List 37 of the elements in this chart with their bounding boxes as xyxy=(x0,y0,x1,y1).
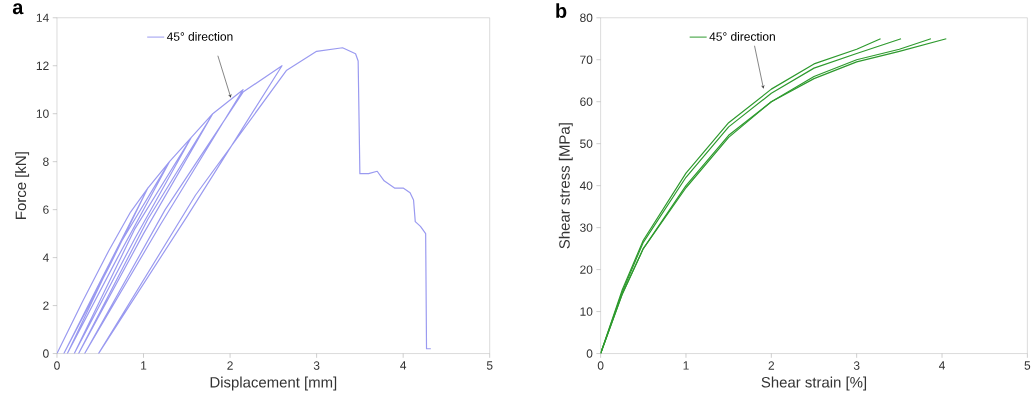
y-tick-label: 6 xyxy=(43,205,49,215)
y-tick-label: 40 xyxy=(579,181,593,191)
x-tick-label: 2 xyxy=(768,361,775,370)
y-tick-label: 80 xyxy=(580,13,593,23)
y-tick-label: 10 xyxy=(580,307,593,317)
y-axis-title: Shear stress [MPa] xyxy=(558,123,573,249)
y-tick-label: 50 xyxy=(580,139,593,149)
y-tick-label: 4 xyxy=(42,253,49,262)
legend-label: 45° direction xyxy=(166,32,233,42)
x-tick-label: 3 xyxy=(853,361,860,371)
x-tick-label: 0 xyxy=(54,361,60,371)
x-axis-title: Displacement [mm] xyxy=(210,376,337,391)
y-tick-label: 70 xyxy=(580,55,593,65)
y-tick-label: 12 xyxy=(36,61,49,71)
y-tick-label: 2 xyxy=(43,301,49,310)
x-tick-label: 1 xyxy=(141,361,147,370)
x-axis-title: Shear strain [%] xyxy=(761,376,867,391)
y-axis-title: Force [kN] xyxy=(15,152,30,220)
chart-title: a xyxy=(12,3,24,15)
x-tick-label: 5 xyxy=(1024,361,1031,370)
x-tick-label: 4 xyxy=(400,361,407,370)
y-tick-label: 10 xyxy=(36,109,49,119)
x-tick-label: 2 xyxy=(227,361,233,370)
x-tick-label: 5 xyxy=(486,361,493,370)
y-tick-label: 14 xyxy=(36,13,49,23)
y-tick-label: 20 xyxy=(580,265,593,275)
chart-title: b xyxy=(556,3,567,19)
x-tick-label: 1 xyxy=(683,361,689,370)
legend-label: 45° direction xyxy=(709,32,775,42)
x-tick-label: 0 xyxy=(597,361,604,371)
y-tick-label: 30 xyxy=(580,223,593,233)
y-tick-label: 0 xyxy=(43,349,49,359)
y-tick-label: 60 xyxy=(580,97,593,107)
x-tick-label: 3 xyxy=(313,361,320,371)
y-tick-label: 0 xyxy=(586,349,593,359)
x-tick-label: 4 xyxy=(938,361,945,370)
y-tick-label: 8 xyxy=(43,157,49,167)
